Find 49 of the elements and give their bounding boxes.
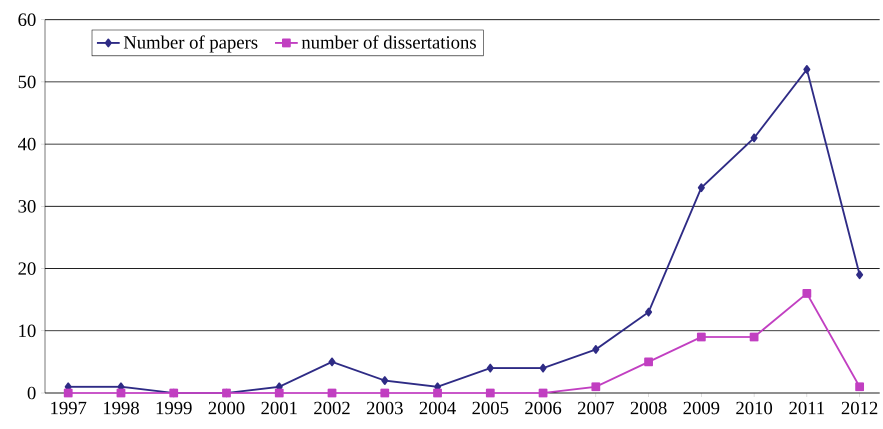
point [644,357,653,366]
point [802,289,812,298]
y-tick-label: 50 [18,76,36,88]
point [591,382,600,392]
point [328,388,336,398]
x-tick-label: 1998 [104,402,139,414]
x-tick-label: 2001 [261,402,297,414]
y-tick-label: 30 [18,200,36,213]
x-tick-label: 2010 [736,402,772,414]
y-tick-label: 40 [18,138,36,150]
x-tick-label: 2000 [208,402,244,414]
x-tick-label: 2011 [789,402,824,414]
x-tick-label: 2003 [366,402,403,414]
x-tick-label: 2012 [842,402,878,414]
point [540,364,547,373]
y-tick-label: 60 [18,13,36,26]
point [486,388,495,398]
point [274,388,284,398]
point [750,133,758,142]
point [592,345,600,354]
point [380,388,390,398]
x-tick-label: 1999 [156,402,192,414]
point [64,388,73,398]
point [116,388,126,398]
point [856,270,864,280]
point [486,364,494,373]
legend-label: Number of papers [124,35,258,52]
point [696,332,706,342]
point [538,388,548,398]
x-tick-label: 1997 [51,402,86,414]
x-tick-label: 2004 [420,402,456,414]
point [645,308,652,317]
point [381,376,388,385]
point [750,332,759,342]
y-tick-label: 10 [19,324,36,338]
x-tick-label: 2005 [472,402,508,414]
point [433,388,442,398]
x-tick-label: 2006 [525,402,562,414]
y-tick-label: 0 [28,386,36,400]
point [328,357,336,366]
legend-label: number of dissertations [302,35,476,49]
x-tick-label: 2002 [314,402,350,414]
y-tick-label: 20 [18,262,36,275]
point [855,382,864,392]
point [803,65,810,74]
x-tick-label: 2009 [683,402,720,414]
x-tick-label: 2008 [630,402,667,414]
point [698,183,705,192]
x-tick-label: 2007 [578,402,614,414]
